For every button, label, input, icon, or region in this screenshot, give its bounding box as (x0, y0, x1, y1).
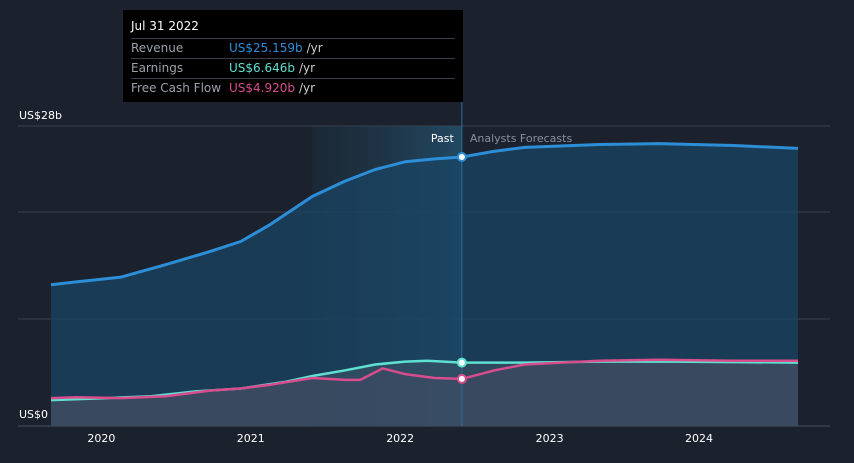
tooltip: Jul 31 2022 Revenue US$25.159b /yr Earni… (123, 10, 463, 102)
tooltip-earnings-unit: /yr (299, 61, 316, 75)
forecast-label: Analysts Forecasts (470, 132, 573, 145)
tooltip-fcf-value: US$4.920b (229, 81, 296, 95)
x-tick-label-2020: 2020 (87, 432, 115, 445)
tooltip-revenue-label: Revenue (131, 41, 184, 55)
area-fcf (51, 359, 798, 426)
tooltip-revenue-unit: /yr (306, 41, 323, 55)
tooltip-fcf-unit: /yr (299, 81, 316, 95)
x-tick-label-2023: 2023 (536, 432, 564, 445)
tooltip-row-revenue: Revenue US$25.159b /yr (131, 38, 455, 58)
past-label: Past (431, 132, 455, 145)
x-tick-label-2022: 2022 (386, 432, 414, 445)
marker-revenue (456, 152, 467, 162)
y-tick-label-top: US$28b (19, 109, 62, 122)
tooltip-fcf-label: Free Cash Flow (131, 81, 222, 95)
tooltip-earnings-label: Earnings (131, 61, 184, 75)
area-revenue (51, 143, 798, 426)
tooltip-date: Jul 31 2022 (131, 19, 199, 33)
x-tick-label-2021: 2021 (237, 432, 265, 445)
tooltip-revenue-value: US$25.159b (229, 41, 303, 55)
line-fcf (50, 358, 798, 400)
marker-fcf (456, 373, 467, 384)
tooltip-row-fcf: Free Cash Flow US$4.920b /yr (131, 78, 455, 98)
area-earnings (51, 360, 798, 426)
tooltip-row-earnings: Earnings US$6.646b /yr (131, 58, 455, 78)
x-tick-label-2024: 2024 (685, 432, 713, 445)
tooltip-earnings-value: US$6.646b (229, 61, 296, 75)
marker-earnings (456, 357, 467, 368)
y-tick-label-bottom: US$0 (19, 408, 48, 421)
line-revenue (50, 142, 799, 287)
